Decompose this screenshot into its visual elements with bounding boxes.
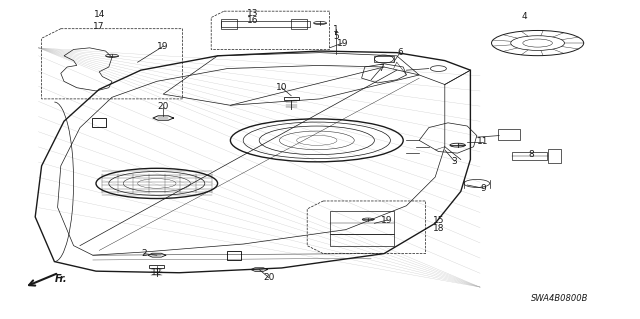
Text: 19: 19 bbox=[337, 39, 348, 48]
Text: 20: 20 bbox=[157, 102, 169, 111]
Text: 10: 10 bbox=[276, 83, 287, 92]
Bar bbox=[227, 251, 241, 260]
Bar bbox=[548, 149, 561, 163]
Text: 16: 16 bbox=[247, 16, 259, 25]
Text: 19: 19 bbox=[157, 42, 169, 51]
Bar bbox=[330, 211, 394, 234]
Text: 5: 5 bbox=[333, 32, 339, 41]
Bar bbox=[291, 19, 307, 29]
Text: 7: 7 bbox=[378, 64, 383, 73]
Text: 4: 4 bbox=[522, 12, 527, 21]
Text: 18: 18 bbox=[433, 224, 444, 233]
Bar bbox=[284, 97, 299, 100]
Text: 8: 8 bbox=[529, 150, 534, 159]
Text: 15: 15 bbox=[433, 216, 444, 225]
Text: Fr.: Fr. bbox=[54, 274, 67, 284]
Text: SWA4B0800B: SWA4B0800B bbox=[531, 294, 589, 303]
Text: 9: 9 bbox=[481, 184, 486, 193]
Text: 2: 2 bbox=[141, 249, 147, 258]
Text: 20: 20 bbox=[263, 273, 275, 282]
Bar bbox=[221, 19, 237, 29]
Text: 3: 3 bbox=[452, 157, 457, 166]
Text: 19: 19 bbox=[381, 216, 393, 225]
Bar bbox=[221, 21, 310, 27]
Text: 17: 17 bbox=[93, 22, 105, 31]
Text: 13: 13 bbox=[247, 9, 259, 18]
Text: 12: 12 bbox=[151, 268, 163, 277]
Text: 14: 14 bbox=[93, 10, 105, 19]
Bar bbox=[330, 234, 394, 246]
Text: 6: 6 bbox=[397, 48, 403, 57]
Bar bbox=[374, 56, 394, 62]
Bar bbox=[512, 152, 547, 160]
Text: 1: 1 bbox=[333, 25, 339, 34]
Bar bbox=[149, 265, 164, 268]
Bar bbox=[92, 118, 106, 127]
Text: 11: 11 bbox=[477, 137, 489, 146]
Bar bbox=[498, 129, 520, 140]
